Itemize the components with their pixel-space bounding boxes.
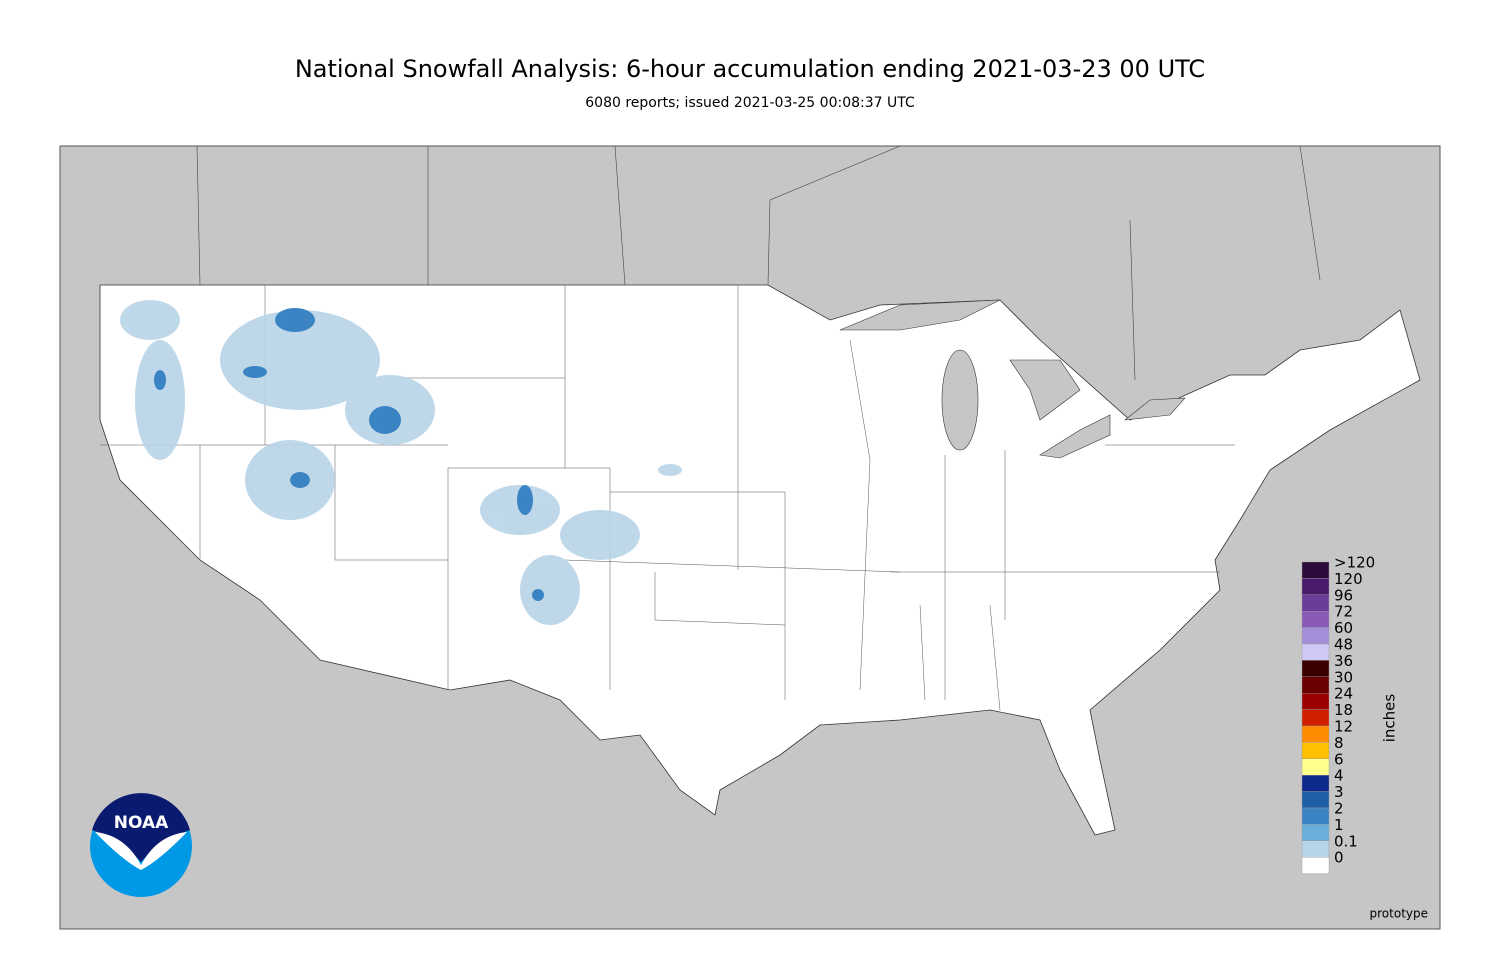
legend-label: 36	[1334, 652, 1353, 670]
legend-label: 12	[1334, 718, 1353, 736]
logo-top	[92, 793, 190, 862]
legend-label: 6	[1334, 750, 1344, 768]
snowfall-light	[120, 300, 682, 625]
legend-swatch	[1301, 840, 1330, 858]
legend-swatch	[1301, 709, 1330, 727]
legend-label: 0.1	[1334, 832, 1358, 850]
legend-label: 0	[1334, 849, 1344, 867]
title: National Snowfall Analysis: 6-hour accum…	[295, 55, 1205, 83]
legend-swatch	[1301, 627, 1330, 645]
legend-swatch	[1301, 578, 1330, 596]
legend-swatch	[1301, 693, 1330, 710]
legend-swatch	[1301, 561, 1330, 579]
legend-label: 120	[1334, 570, 1363, 588]
legend-label: 18	[1334, 701, 1353, 719]
legend-label: 8	[1334, 734, 1344, 752]
subtitle: 6080 reports; issued 2021-03-25 00:08:37…	[585, 95, 915, 111]
legend-label: 1	[1334, 816, 1344, 834]
legend-swatch	[1301, 857, 1330, 874]
noaa-logo: NOAA	[90, 793, 192, 897]
logo-gull	[95, 832, 187, 870]
legend-label: 3	[1334, 783, 1344, 801]
legend-label: 24	[1334, 685, 1353, 703]
legend-swatch	[1301, 594, 1330, 612]
logo-text: NOAA	[114, 813, 169, 833]
legend-swatch	[1301, 758, 1330, 776]
legend-swatch	[1301, 611, 1330, 628]
legend-swatch	[1301, 676, 1330, 694]
legend-swatch	[1301, 742, 1330, 760]
legend-title: inches	[1381, 694, 1399, 743]
legend-label: 2	[1334, 800, 1344, 818]
snowfall-heavy	[154, 308, 544, 601]
legend-swatch	[1301, 775, 1330, 792]
legend-label: 96	[1334, 586, 1353, 604]
legend-swatch	[1301, 807, 1330, 825]
legend-label: 72	[1334, 603, 1353, 621]
legend-swatch	[1301, 643, 1330, 661]
prototype-note: prototype	[1370, 907, 1428, 921]
canada-borders	[196, 145, 1321, 381]
legend-label: 60	[1334, 619, 1353, 637]
legend-swatch	[1301, 791, 1330, 809]
legend-label: 4	[1334, 767, 1344, 785]
legend-swatch	[1301, 660, 1330, 678]
great-lakes	[839, 299, 1186, 459]
legend-swatch	[1301, 824, 1330, 842]
legend-label: 48	[1334, 636, 1353, 654]
legend-label: 30	[1334, 668, 1353, 686]
legend-swatch	[1301, 725, 1330, 743]
legend-label: >120	[1334, 554, 1375, 572]
